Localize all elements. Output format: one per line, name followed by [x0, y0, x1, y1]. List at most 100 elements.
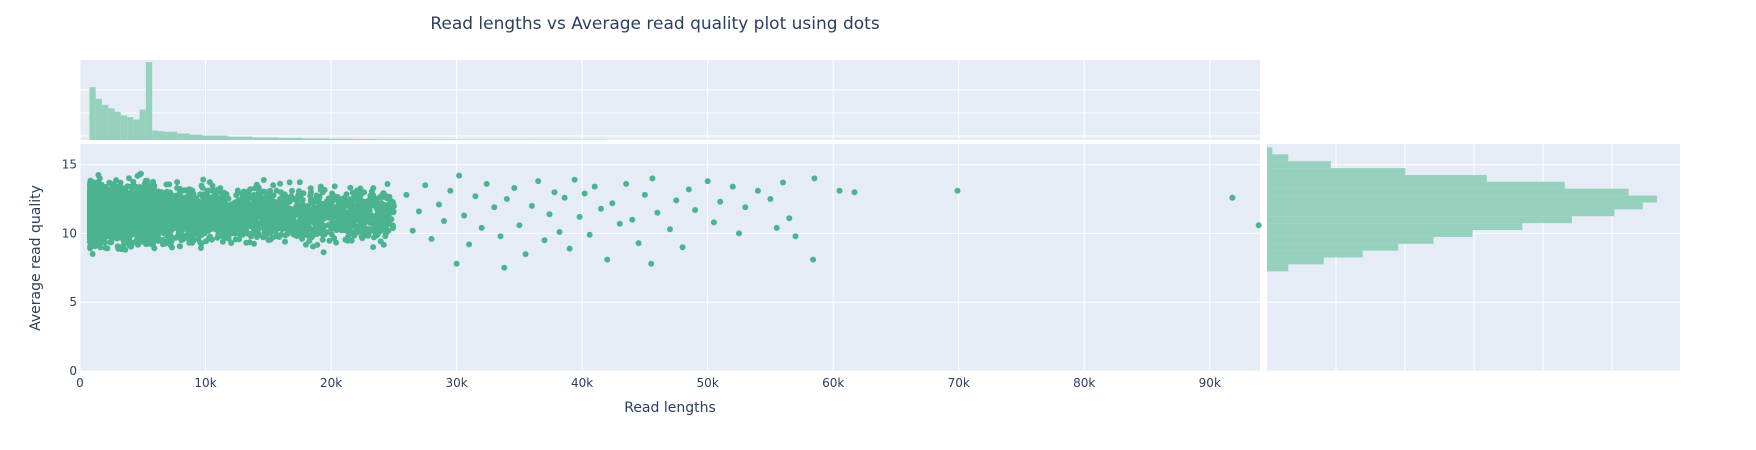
scatter-point — [167, 242, 174, 249]
scatter-point — [271, 220, 278, 227]
x-histogram-bar — [102, 104, 109, 140]
scatter-point — [208, 226, 215, 233]
x-histogram-bar — [189, 134, 203, 140]
scatter-point — [126, 232, 133, 239]
scatter-point — [136, 217, 143, 224]
scatter-point — [273, 227, 280, 233]
scatter-point — [92, 243, 98, 250]
scatter-point — [289, 187, 295, 194]
scatter-point — [253, 195, 260, 202]
scatter-point — [282, 238, 288, 245]
x-histogram-bar — [139, 109, 146, 140]
x-histogram-bar — [353, 139, 379, 140]
scatter-point — [240, 229, 247, 235]
scatter-point — [339, 213, 346, 220]
scatter-point — [302, 241, 309, 248]
scatter-point — [367, 219, 373, 226]
scatter-point — [270, 182, 277, 189]
scatter-point — [89, 251, 96, 257]
scatter-point — [141, 233, 148, 240]
x-histogram-bar — [302, 138, 328, 140]
x-histogram-bar — [378, 139, 404, 140]
scatter-point — [251, 240, 257, 247]
scatter-point — [319, 236, 326, 243]
scatter-point — [101, 239, 108, 246]
scatter-point — [162, 209, 169, 215]
scatter-point — [267, 188, 273, 195]
scatter-point — [331, 219, 338, 226]
scatter-point — [375, 210, 381, 217]
scatter-point — [357, 218, 364, 225]
scatter-point — [150, 178, 157, 185]
scatter-point — [317, 183, 324, 190]
scatter-point — [167, 191, 174, 198]
scatter-point — [299, 196, 306, 203]
scatter-point — [244, 192, 250, 199]
scatter-point — [314, 226, 321, 233]
scatter-point — [228, 240, 235, 246]
scatter-point — [133, 224, 140, 231]
scatter-point — [373, 228, 380, 235]
scatter-point — [333, 214, 340, 221]
scatter-point — [288, 193, 295, 200]
x-histogram-bar — [158, 131, 165, 140]
scatter-point — [182, 187, 188, 194]
scatter-point — [263, 218, 270, 225]
scatter-point — [336, 200, 343, 207]
scatter-point — [157, 196, 164, 203]
scatter-point — [333, 239, 340, 246]
scatter-point — [353, 187, 360, 194]
scatter-point — [204, 188, 211, 195]
scatter-point — [99, 186, 106, 193]
marginal-x-histogram-panel — [79, 60, 1260, 140]
scatter-point — [231, 229, 238, 236]
x-histogram-background — [80, 60, 1260, 140]
scatter-point — [368, 191, 375, 198]
x-histogram-bar — [164, 131, 178, 140]
scatter-point — [277, 180, 284, 187]
scatter-point — [260, 177, 267, 183]
scatter-point — [198, 240, 205, 247]
scatter-point — [176, 190, 183, 196]
scatter-point — [236, 236, 242, 243]
scatter-point — [348, 206, 355, 213]
scatter-point — [351, 192, 358, 199]
scatter-point — [102, 244, 109, 251]
scatter-point — [294, 193, 301, 200]
scatter-point — [160, 241, 166, 248]
scatter-point — [244, 199, 251, 205]
scatter-point — [233, 192, 240, 199]
scatter-point — [87, 243, 93, 250]
x-histogram-bar — [89, 87, 96, 140]
scatter-point — [313, 221, 320, 228]
scatter-point — [323, 203, 330, 210]
scatter-point — [301, 215, 308, 221]
scatter-point — [318, 204, 325, 210]
scatter-point — [307, 192, 314, 199]
x-histogram-bar — [127, 117, 134, 140]
scatter-point — [351, 212, 358, 219]
scatter-point — [296, 221, 303, 228]
scatter-point — [185, 194, 192, 200]
scatter-point — [351, 232, 358, 239]
scatter-point — [155, 237, 162, 244]
scatter-point — [349, 218, 356, 225]
scatter-point — [106, 179, 113, 186]
x-histogram-bar — [114, 111, 121, 140]
scatter-point — [161, 230, 168, 237]
scatter-point — [331, 183, 338, 190]
scatter-point — [324, 212, 331, 219]
scatter-point — [243, 203, 250, 210]
scatter-point — [384, 181, 391, 187]
scatter-point — [189, 187, 196, 194]
scatter-point — [129, 222, 135, 229]
scatter-point — [113, 177, 120, 184]
scatter-point — [377, 194, 383, 200]
scatter-point — [282, 196, 289, 203]
scatter-point — [111, 234, 118, 241]
scatter-point — [380, 190, 387, 197]
scatter-point — [187, 234, 194, 241]
x-histogram-grid — [79, 60, 1260, 140]
